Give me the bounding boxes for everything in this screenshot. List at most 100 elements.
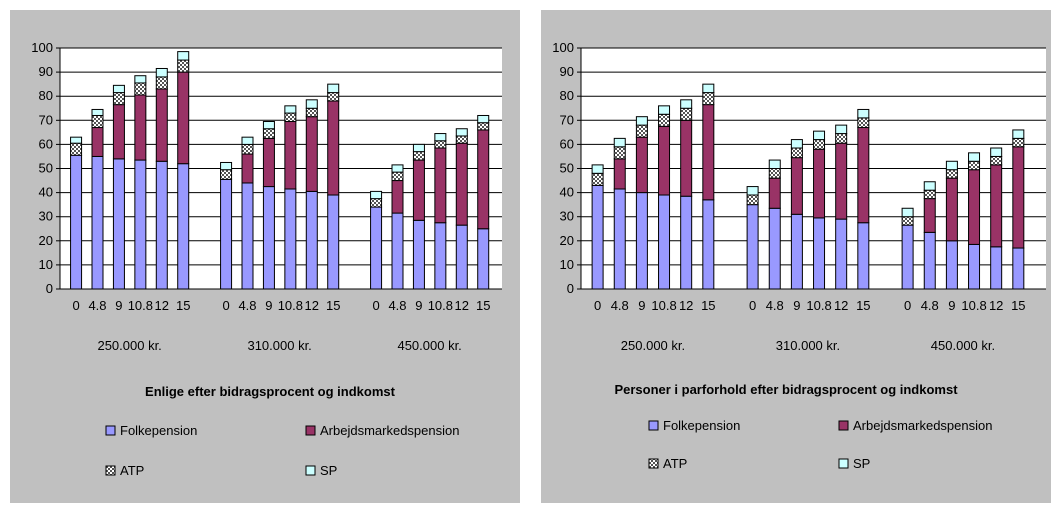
x-tick-label: 12 (834, 298, 848, 313)
bar-segment-folkepension (477, 228, 490, 290)
bar-segment-folkepension (990, 246, 1003, 290)
legend-swatch-folkepension (648, 420, 659, 431)
bar-segment-sp (790, 139, 803, 149)
bar-segment-sp (680, 99, 693, 109)
bar-segment-sp (702, 83, 715, 94)
bar-segment-atp (923, 189, 936, 200)
x-tick-label: 15 (701, 298, 715, 313)
chart-panel-left: 0 10 20 30 40 50 60 70 80 90 100 0 4.8 9 10.8 12 15 0 4.8… (10, 10, 520, 503)
y-tick-label: 40 (39, 185, 53, 200)
bar-segment-folkepension (613, 188, 626, 290)
legend-label-arbejdsmarkedspension: Arbejdsmarkedspension (320, 423, 459, 438)
bar-segment-folkepension (391, 212, 404, 290)
bar-segment-arbejdsmarkedspension (968, 169, 981, 245)
bar-segment-folkepension (1012, 247, 1025, 290)
bar-segment-folkepension (434, 222, 447, 290)
bar-segment-sp (635, 116, 648, 126)
bar-segment-arbejdsmarkedspension (412, 159, 425, 221)
legend-swatch-sp (305, 465, 316, 476)
bar-segment-atp (284, 112, 297, 123)
bar-segment-folkepension (177, 163, 190, 290)
bar-segment-arbejdsmarkedspension (813, 148, 826, 219)
bar-segment-folkepension (70, 154, 83, 290)
y-tick-label: 60 (560, 136, 574, 151)
bar-segment-folkepension (635, 192, 648, 290)
group-label: 450.000 kr. (931, 338, 995, 353)
x-tick-label: 9 (793, 298, 800, 313)
group-label: 310.000 kr. (247, 338, 311, 353)
x-tick-label: 15 (176, 298, 190, 313)
legend-swatch-sp (838, 458, 849, 469)
bar-segment-folkepension (680, 195, 693, 290)
bar-segment-arbejdsmarkedspension (327, 100, 340, 196)
legend-swatch-arbejdsmarkedspension (838, 420, 849, 431)
y-tick-label: 90 (560, 64, 574, 79)
bar-segment-atp (1012, 137, 1025, 148)
bar-segment-sp (327, 83, 340, 94)
bar-segment-atp (857, 117, 870, 129)
y-tick-label: 0 (46, 281, 53, 296)
bar-segment-atp (70, 142, 83, 156)
bar-segment-atp (702, 92, 715, 106)
x-tick-label: 12 (305, 298, 319, 313)
bar-segment-atp (835, 133, 848, 144)
x-tick-label: 4.8 (388, 298, 406, 313)
x-tick-label: 4.8 (766, 298, 784, 313)
x-tick-label: 4.8 (238, 298, 256, 313)
y-tick-label: 100 (31, 40, 53, 55)
chart-title: Personer i parforhold efter bidragsproce… (614, 382, 958, 397)
bar-segment-folkepension (591, 184, 604, 290)
bar-segment-arbejdsmarkedspension (990, 164, 1003, 248)
bar-segment-sp (134, 75, 147, 84)
x-tick-label: 10.8 (128, 298, 153, 313)
bar-segment-sp (990, 147, 1003, 157)
x-tick-label: 0 (372, 298, 379, 313)
legend-label-arbejdsmarkedspension: Arbejdsmarkedspension (853, 418, 992, 433)
legend: Folkepension Arbejdsmarkedspension ATP SP (105, 423, 459, 478)
group-label: 250.000 kr. (621, 338, 685, 353)
bar-segment-sp (591, 164, 604, 174)
bar-segment-folkepension (262, 186, 275, 290)
bar-segment-arbejdsmarkedspension (305, 116, 318, 192)
bar-segment-folkepension (241, 182, 254, 290)
bar-segment-atp (434, 140, 447, 149)
x-tick-label: 10.8 (278, 298, 303, 313)
y-tick-label: 70 (560, 112, 574, 127)
bar-segment-arbejdsmarkedspension (635, 136, 648, 194)
bar-segment-atp (91, 114, 104, 129)
legend-label-atp: ATP (120, 463, 144, 478)
bar-segment-atp (990, 155, 1003, 166)
bar-segment-folkepension (658, 194, 671, 290)
bar-segment-folkepension (455, 224, 468, 290)
bar-segment-atp (370, 198, 383, 208)
group-label: 310.000 kr. (776, 338, 840, 353)
bar-segment-folkepension (857, 222, 870, 290)
bar-segment-folkepension (768, 207, 781, 290)
bar-segment-sp (768, 159, 781, 170)
bar-segment-sp (262, 121, 275, 130)
bar-segment-sp (746, 186, 759, 196)
legend-swatch-atp (648, 458, 659, 469)
bar-segment-sp (613, 137, 626, 148)
x-tick-label: 10.8 (651, 298, 676, 313)
x-tick-label: 12 (679, 298, 693, 313)
bar-segment-atp (305, 107, 318, 118)
y-tick-label: 20 (560, 233, 574, 248)
bar-segment-arbejdsmarkedspension (134, 94, 147, 161)
bar-segment-atp (658, 113, 671, 127)
bar-segment-folkepension (702, 199, 715, 290)
bar-segment-atp (591, 172, 604, 186)
y-tick-label: 80 (560, 88, 574, 103)
x-tick-label: 9 (948, 298, 955, 313)
group-label: 450.000 kr. (397, 338, 461, 353)
y-tick-label: 0 (567, 281, 574, 296)
chart-panel-right: 0 10 20 30 40 50 60 70 80 90 100 0 4.8 9 10.8 12 15 0 4.8… (541, 10, 1051, 503)
y-tick-label: 60 (39, 136, 53, 151)
x-tick-label: 9 (638, 298, 645, 313)
bar-segment-folkepension (746, 204, 759, 290)
bar-segment-arbejdsmarkedspension (680, 119, 693, 197)
bar-segment-sp (455, 128, 468, 137)
x-tick-label: 10.8 (961, 298, 986, 313)
bar-segment-atp (262, 128, 275, 139)
